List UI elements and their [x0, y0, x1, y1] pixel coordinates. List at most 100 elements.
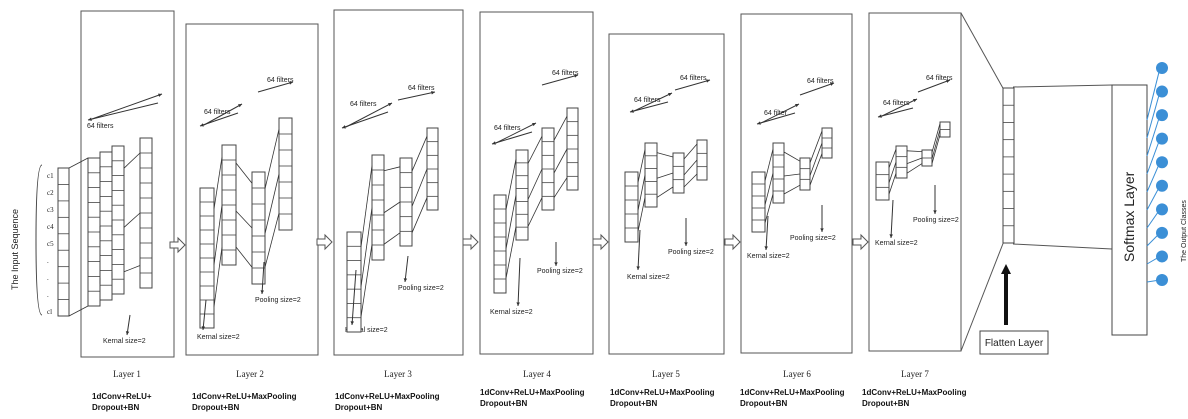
pooling-label: Pooling size=2 — [790, 235, 836, 242]
column-frame — [875, 161, 890, 201]
feature-map-column — [57, 167, 70, 317]
connector-line — [411, 136, 428, 172]
filter-arrow-line — [881, 98, 918, 117]
arrowhead-icon — [574, 74, 578, 78]
right-arrow-icon — [169, 236, 186, 254]
connector-line — [213, 156, 223, 210]
filter-arrow-line — [397, 91, 436, 101]
connector-line — [123, 265, 141, 273]
connector-line — [783, 184, 801, 195]
connector-line — [411, 197, 428, 233]
connector-line — [931, 123, 941, 153]
flatten-column — [1002, 87, 1015, 244]
column-frame — [371, 154, 385, 261]
layer-name: Layer 3 — [384, 369, 412, 379]
filters-label: 64 filters — [87, 123, 114, 130]
funnel-line — [960, 240, 1005, 352]
output-edge — [1146, 138, 1161, 175]
column-frame — [751, 171, 766, 233]
column-frame — [644, 142, 658, 208]
arrowhead-icon — [342, 125, 346, 129]
filters-label: 64 filters — [494, 125, 521, 132]
column-frame — [696, 139, 708, 181]
layer-caption-1: 1dConv+ReLU+MaxPooling — [740, 388, 845, 397]
input-sequence: The Input Sequence c1 c2 c3 c4 c5 . . . … — [10, 164, 70, 317]
connector-line — [505, 158, 517, 210]
layer-name: Layer 4 — [523, 369, 551, 379]
connector-line — [637, 197, 646, 232]
arrowhead-icon — [830, 82, 834, 86]
arrowhead-icon — [795, 104, 799, 108]
feature-map-column — [696, 139, 708, 181]
arrowhead-icon — [125, 331, 130, 335]
connector-line — [235, 246, 253, 268]
filter-arrow-line — [517, 257, 521, 307]
connector-line — [527, 197, 543, 227]
output-node — [1156, 132, 1168, 145]
layer-3-columns — [341, 91, 439, 333]
filter-arrow-line — [91, 93, 163, 120]
column-frame — [251, 171, 266, 285]
feature-map-column — [566, 107, 579, 191]
pooling-label: Pooling size=2 — [913, 217, 959, 224]
connector-line — [213, 204, 223, 266]
layer-name: Layer 2 — [236, 369, 264, 379]
connector-line — [906, 157, 923, 164]
filters-label: 64 filters — [350, 101, 377, 108]
column-frame — [493, 194, 507, 294]
filter-arrow-line — [633, 92, 673, 112]
feature-map-column — [87, 157, 101, 307]
layer-3: 64 filters 64 filters Kernal size=2 Pool… — [333, 9, 464, 412]
arrowhead-icon — [492, 141, 496, 145]
feature-map-column — [139, 137, 153, 289]
connector-line — [360, 165, 373, 248]
right-arrow-icon — [724, 233, 741, 251]
layer-7-columns — [875, 79, 951, 239]
column-frame — [346, 231, 362, 333]
connector-line — [931, 129, 941, 159]
connector-line — [527, 168, 543, 200]
arrowhead-icon — [532, 123, 536, 127]
arrowhead-icon — [764, 246, 768, 250]
kernel-label: Kernal size=2 — [490, 309, 533, 316]
layer-caption-1: 1dConv+ReLU+MaxPooling — [862, 388, 967, 397]
layer-caption-2: Dropout+BN — [862, 399, 910, 408]
connector-line — [505, 194, 517, 249]
arrowhead-icon — [706, 79, 710, 83]
funnel-line — [1012, 243, 1113, 250]
filter-arrow-line — [890, 199, 894, 239]
output-node — [1156, 156, 1168, 169]
input-symbol: c5 — [47, 240, 54, 248]
column-frame — [821, 127, 833, 159]
input-symbol: . — [47, 291, 49, 299]
connector-line — [906, 150, 923, 152]
arrowhead-icon — [684, 242, 688, 246]
output-node — [1156, 274, 1168, 286]
filter-arrow-line — [202, 299, 207, 331]
connector-line — [68, 157, 89, 169]
layer-caption-2: Dropout+BN — [192, 403, 240, 412]
connector-line — [809, 153, 823, 186]
feature-map-column — [821, 127, 833, 159]
column-frame — [895, 145, 908, 179]
layers: 64 filters Kernal size=2 Layer 1 1dConv+… — [80, 9, 967, 412]
kernel-label: Kernal size=2 — [627, 274, 670, 281]
arrowhead-icon — [88, 117, 92, 121]
connector-line — [783, 173, 801, 177]
connector-line — [931, 134, 941, 164]
layer-caption-1: 1dConv+ReLU+MaxPooling — [192, 392, 297, 401]
layer-name: Layer 5 — [652, 369, 680, 379]
column-frame — [799, 157, 811, 191]
layer-caption-2: Dropout+BN — [610, 399, 658, 408]
input-symbols: c1 c2 c3 c4 c5 . . . cl — [47, 172, 54, 316]
flatten-label-box — [979, 330, 1049, 355]
input-cells — [57, 167, 70, 317]
right-arrow-icon — [316, 233, 333, 251]
feature-map-column — [1002, 87, 1015, 244]
output-edge — [1146, 67, 1161, 121]
layer-caption-1: 1dConv+ReLU+ — [92, 392, 152, 401]
connector-line — [123, 212, 141, 228]
connector-line — [888, 161, 897, 184]
connector-line — [264, 213, 280, 268]
connector-line — [527, 136, 543, 164]
